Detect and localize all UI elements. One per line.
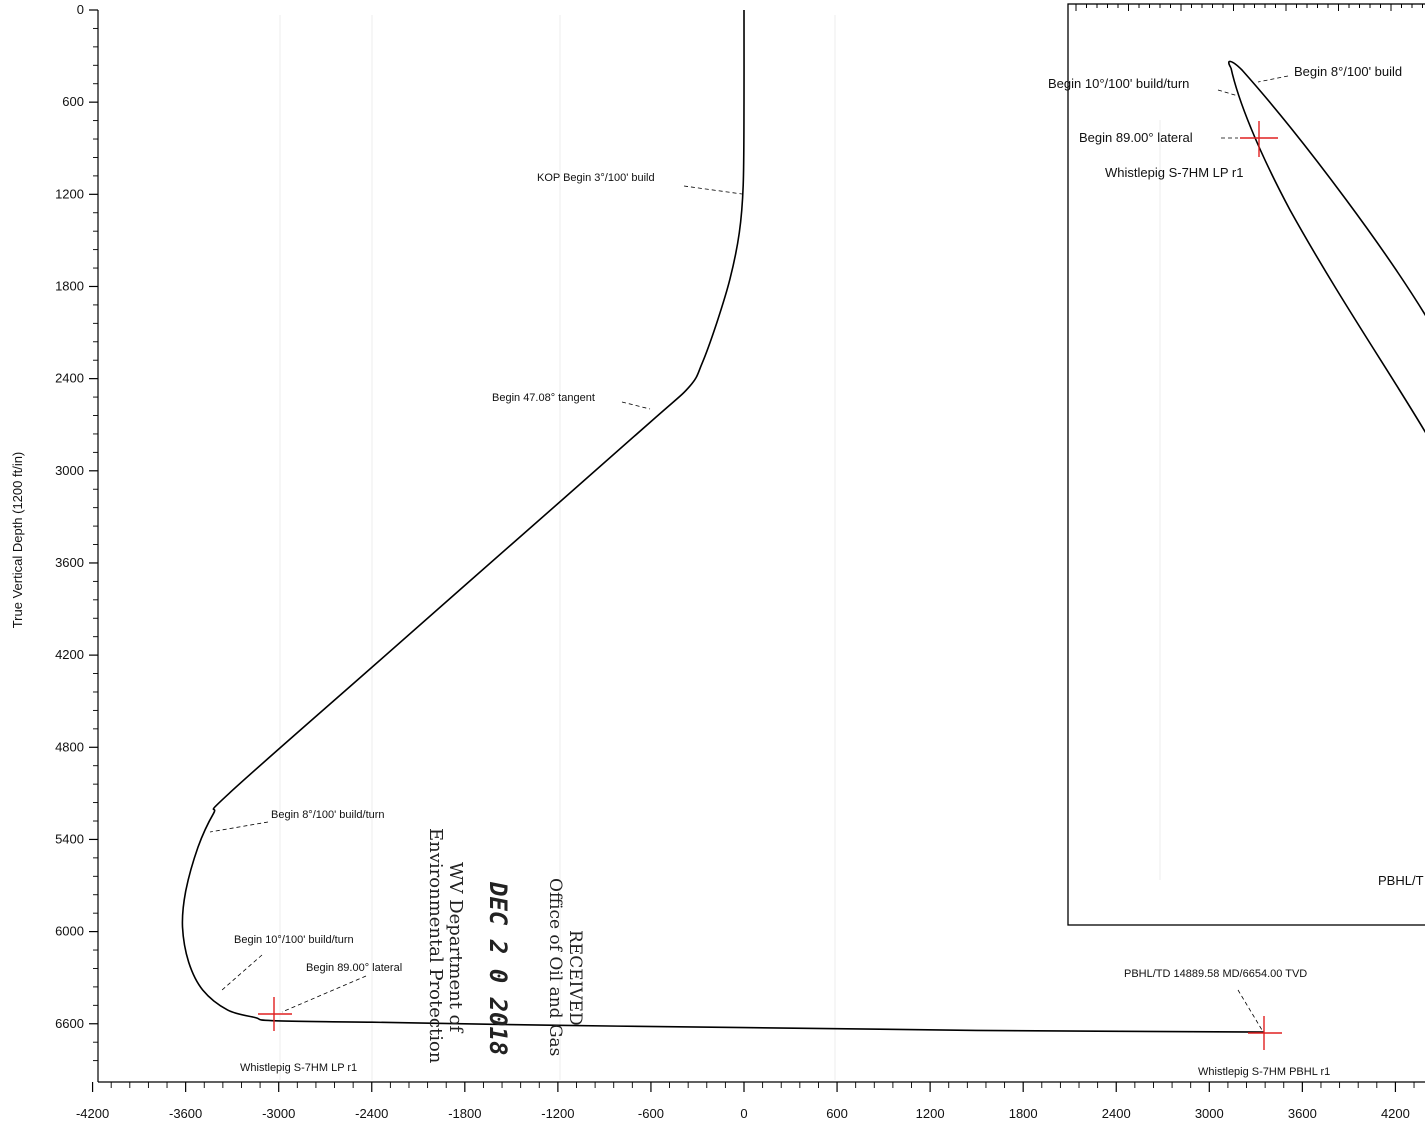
- stamp-received: RECEIVED: [565, 930, 585, 1026]
- inset-label-lp: Whistlepig S-7HM LP r1: [1105, 165, 1243, 180]
- lp-target-marker: [258, 997, 292, 1031]
- annotation-build-turn-10: Begin 10°/100' build/turn: [234, 934, 354, 946]
- inset-top-ticks: [1075, 4, 1423, 11]
- y-tick-label: 6000: [55, 924, 84, 939]
- annotation-tangent: Begin 47.08° tangent: [492, 392, 595, 404]
- x-tick-label: -3000: [262, 1106, 295, 1121]
- stamp-wv-dep: WV Department of: [445, 862, 466, 1034]
- y-tick-label: 1200: [55, 186, 84, 201]
- y-tick-label: 0: [77, 2, 84, 17]
- y-tick-label: 6600: [55, 1016, 84, 1031]
- y-tick-label: 4800: [55, 739, 84, 754]
- inset-label-lateral: Begin 89.00° lateral: [1079, 130, 1193, 145]
- well-path-line: [181, 9, 1264, 1033]
- x-tick-label: 1800: [1009, 1106, 1038, 1121]
- y-axis-minor-ticks: [93, 27, 98, 1062]
- annotation-kop: KOP Begin 3°/100' build: [537, 172, 655, 184]
- x-tick-label: 3600: [1288, 1106, 1317, 1121]
- annotation-lp-target: Whistlepig S-7HM LP r1: [240, 1062, 357, 1074]
- x-tick-label: -600: [638, 1106, 664, 1121]
- inset-well-loop: [1228, 60, 1425, 434]
- x-tick-label: 2400: [1102, 1106, 1131, 1121]
- received-stamp: RECEIVED Office of Oil and Gas DEC 2 0 2…: [425, 828, 585, 1064]
- x-axis-major-ticks: -4200 -3600 -3000 -2400 -1800 -1200 -600 0 600 12…: [76, 1082, 1410, 1121]
- x-tick-label: 0: [740, 1106, 747, 1121]
- x-tick-label: 4200: [1381, 1106, 1410, 1121]
- x-tick-label: -4200: [76, 1106, 109, 1121]
- y-tick-label: 5400: [55, 831, 84, 846]
- x-tick-label: 600: [826, 1106, 848, 1121]
- stamp-office: Office of Oil and Gas: [545, 878, 565, 1056]
- y-axis-major-ticks: 0 600 1200 1800 2400 3000 3600 4200 4800 5400 6000…: [55, 2, 98, 1031]
- annotations: [209, 185, 1263, 1031]
- faint-grid: [279, 15, 836, 1080]
- y-tick-label: 3000: [55, 463, 84, 478]
- inset-label-build-8: Begin 8°/100' build: [1294, 64, 1402, 79]
- x-tick-label: -1200: [541, 1106, 574, 1121]
- y-tick-label: 4200: [55, 647, 84, 662]
- y-axis-label: True Vertical Depth (1200 ft/in): [10, 452, 25, 629]
- annotation-lateral: Begin 89.00° lateral: [306, 962, 402, 974]
- plan-view-inset: Begin 10°/100' build/turn Begin 8°/100' …: [1048, 3, 1425, 926]
- inset-label-build-turn-10: Begin 10°/100' build/turn: [1048, 76, 1189, 91]
- x-axis: -4200 -3600 -3000 -2400 -1800 -1200 -600 0 600 12…: [76, 1081, 1425, 1121]
- annotation-pbhl-target: Whistlepig S-7HM PBHL r1: [1198, 1066, 1330, 1078]
- x-tick-label: -1800: [448, 1106, 481, 1121]
- stamp-env-protection: Environmental Protection: [425, 828, 446, 1064]
- y-axis: 0 600 1200 1800 2400 3000 3600 4200 4800 5400 6000…: [55, 2, 99, 1082]
- x-tick-label: -2400: [355, 1106, 388, 1121]
- inset-lp-marker: [1240, 121, 1278, 157]
- y-tick-label: 2400: [55, 371, 84, 386]
- x-axis-minor-ticks: [110, 1082, 1415, 1088]
- y-tick-label: 1800: [55, 278, 84, 293]
- y-tick-label: 600: [62, 94, 84, 109]
- x-tick-label: -3600: [169, 1106, 202, 1121]
- annotation-build-turn-8: Begin 8°/100' build/turn: [271, 809, 385, 821]
- y-tick-label: 3600: [55, 555, 84, 570]
- annotation-pbhl-td: PBHL/TD 14889.58 MD/6654.00 TVD: [1124, 968, 1307, 980]
- x-tick-label: 3000: [1195, 1106, 1224, 1121]
- x-tick-label: 1200: [916, 1106, 945, 1121]
- inset-label-pbhl: PBHL/T: [1378, 873, 1424, 888]
- pbhl-target-marker: [1248, 1016, 1282, 1050]
- stamp-date: DEC 2 0 2018: [484, 881, 512, 1055]
